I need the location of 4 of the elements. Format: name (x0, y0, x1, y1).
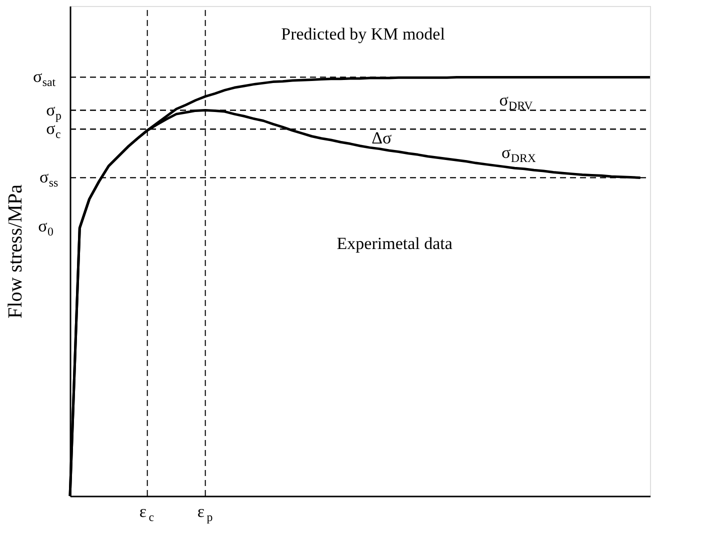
y-axis-title: Flow stress/MPa (4, 184, 26, 318)
text: Predicted by KM model (281, 24, 446, 44)
annotation: Δσ (372, 128, 392, 148)
annotation: Experimetal data (336, 234, 453, 254)
